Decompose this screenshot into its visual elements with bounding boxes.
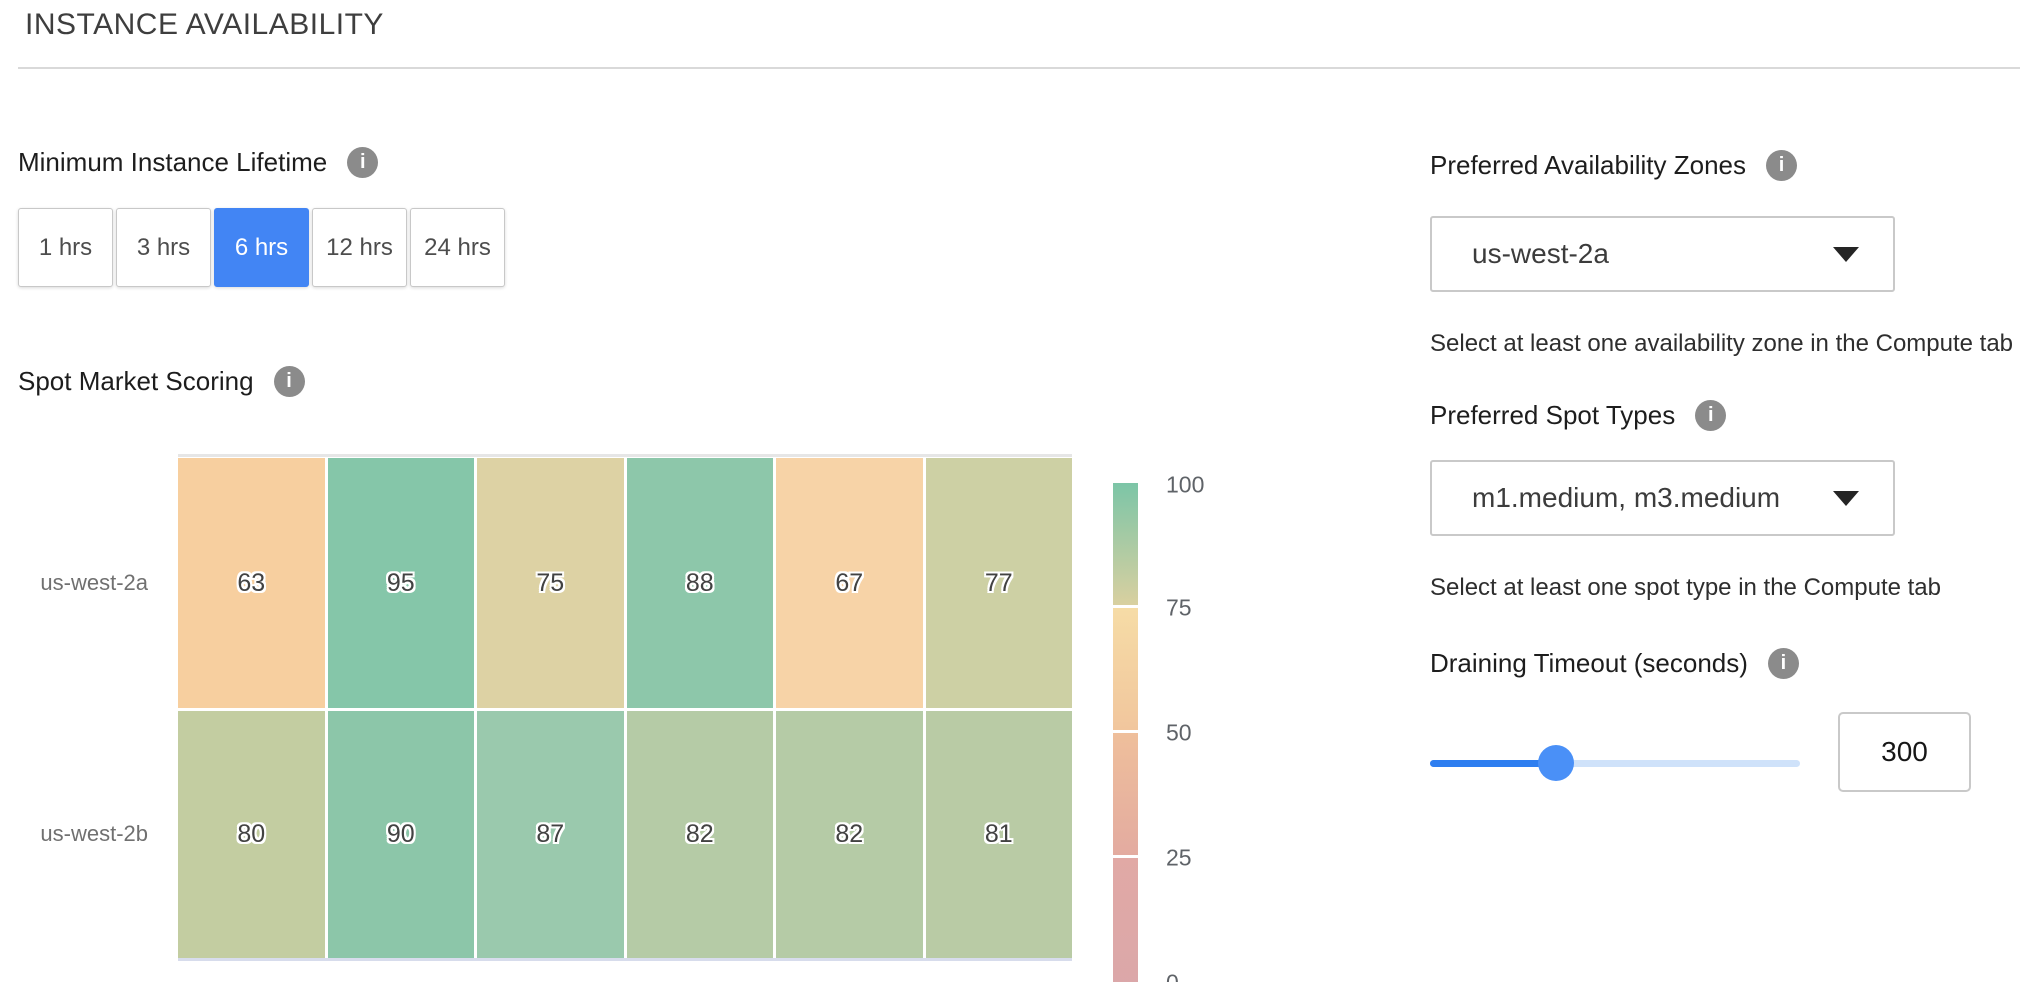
preferred-spot-types-label-row: Preferred Spot Types i — [1430, 400, 1727, 431]
availability-zones-select[interactable]: us-west-2a — [1430, 216, 1895, 292]
minimum-instance-lifetime-label: Minimum Instance Lifetime — [18, 147, 328, 177]
heatmap-top-border — [178, 454, 1072, 457]
spot-types-value: m1.medium, m3.medium — [1472, 482, 1781, 513]
preferred-spot-types-label: Preferred Spot Types — [1430, 400, 1676, 430]
info-icon[interactable]: i — [1766, 150, 1798, 181]
spot-types-select[interactable]: m1.medium, m3.medium — [1430, 460, 1895, 536]
heatmap-cell: 88 — [626, 458, 773, 708]
heatmap-bottom-border — [178, 958, 1072, 961]
colorbar — [1113, 483, 1138, 982]
heatmap-cell: 75 — [477, 458, 624, 708]
info-icon[interactable]: i — [273, 366, 305, 397]
availability-zones-hint: Select at least one availability zone in… — [1430, 330, 2014, 357]
spot-market-scoring-label-row: Spot Market Scoring i — [18, 366, 305, 397]
heatmap-cell: 81 — [925, 711, 1072, 958]
colorbar-tick-label: 75 — [1166, 594, 1192, 621]
spot-types-hint: Select at least one spot type in the Com… — [1430, 574, 1941, 601]
draining-timeout-label-row: Draining Timeout (seconds) i — [1430, 648, 1799, 679]
info-icon[interactable]: i — [1695, 400, 1727, 431]
lifetime-button-group: 1 hrs 3 hrs 6 hrs 12 hrs 24 hrs — [18, 208, 505, 287]
heatmap-row-label: us-west-2b — [40, 821, 148, 846]
heatmap-cell: 82 — [776, 711, 923, 958]
heatmap-cell: 77 — [925, 458, 1072, 708]
page-title: INSTANCE AVAILABILITY — [25, 8, 384, 41]
colorbar-segment — [1113, 858, 1138, 982]
colorbar-tick-label: 25 — [1166, 844, 1192, 871]
lifetime-option-button[interactable]: 1 hrs — [18, 208, 113, 287]
heatmap-cell: 80 — [178, 711, 325, 958]
heatmap-cell: 67 — [776, 458, 923, 708]
heatmap-cell: 87 — [477, 711, 624, 958]
preferred-availability-zones-label-row: Preferred Availability Zones i — [1430, 150, 1798, 181]
chevron-down-icon — [1833, 490, 1859, 506]
lifetime-option-button[interactable]: 12 hrs — [312, 208, 407, 287]
colorbar-segment — [1113, 483, 1138, 605]
minimum-instance-lifetime-label-row: Minimum Instance Lifetime i — [18, 147, 379, 178]
colorbar-tick-label: 50 — [1166, 719, 1192, 746]
colorbar-segment — [1113, 608, 1138, 730]
heatmap-cell: 63 — [178, 458, 325, 708]
section-divider — [18, 67, 2020, 69]
heatmap-cell: 95 — [327, 458, 474, 708]
colorbar-segment — [1113, 733, 1138, 855]
colorbar-tick-label: 100 — [1166, 471, 1205, 498]
lifetime-option-button[interactable]: 6 hrs — [214, 208, 309, 287]
heatmap-cell: 82 — [626, 711, 773, 958]
info-icon[interactable]: i — [1767, 648, 1799, 679]
draining-timeout-label: Draining Timeout (seconds) — [1430, 648, 1748, 678]
draining-timeout-slider[interactable] — [1430, 760, 1800, 767]
chevron-down-icon — [1833, 246, 1859, 262]
slider-filled-track — [1430, 760, 1556, 767]
heatmap-cell: 90 — [327, 711, 474, 958]
heatmap-row-label: us-west-2a — [40, 570, 148, 595]
slider-thumb-handle[interactable] — [1538, 745, 1574, 781]
lifetime-option-button[interactable]: 3 hrs — [116, 208, 211, 287]
heatmap-grid: 63 95 75 88 67 77 80 90 87 82 82 81 — [178, 458, 1072, 958]
spot-market-scoring-label: Spot Market Scoring — [18, 366, 254, 396]
availability-zones-value: us-west-2a — [1472, 238, 1609, 269]
lifetime-option-button[interactable]: 24 hrs — [410, 208, 505, 287]
preferred-availability-zones-label: Preferred Availability Zones — [1430, 150, 1747, 180]
info-icon[interactable]: i — [347, 147, 379, 178]
draining-timeout-input[interactable] — [1838, 712, 1971, 792]
colorbar-tick-label: 0 — [1166, 970, 1179, 982]
